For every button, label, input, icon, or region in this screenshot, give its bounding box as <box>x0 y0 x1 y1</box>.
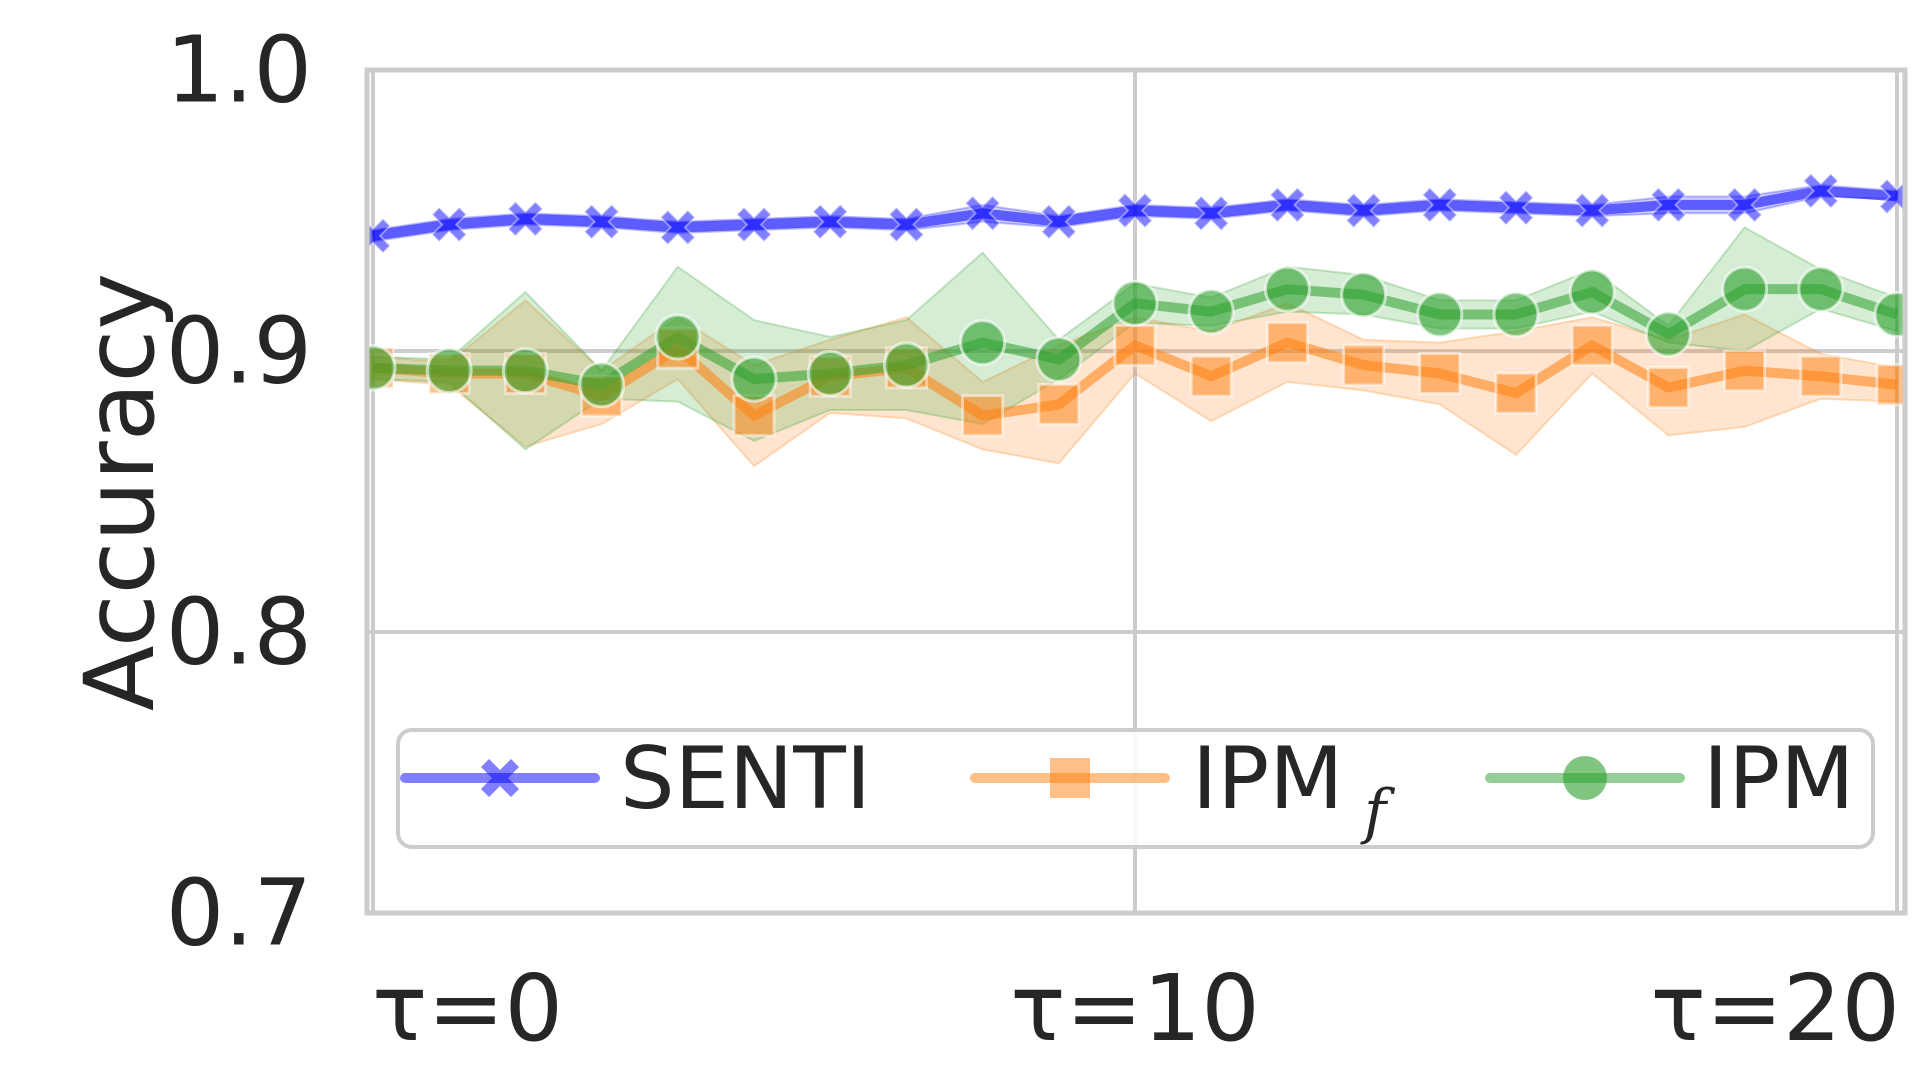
y-tick-label: 0.8 <box>166 579 312 686</box>
point-ipm-2 <box>1644 310 1692 358</box>
x-tick-labels: τ=0 τ=10 τ=20 <box>372 955 1900 1062</box>
point-ipm-f-1 <box>1875 363 1905 407</box>
legend-marker-ipm-icon <box>1563 756 1607 800</box>
point-ipm-f-1 <box>1342 343 1386 387</box>
point-senti-0 <box>735 206 773 243</box>
legend-entry-ipm: IPM <box>1485 729 1854 829</box>
point-senti-0 <box>367 217 392 255</box>
point-ipm-2 <box>654 313 702 361</box>
point-ipm-2 <box>959 319 1007 367</box>
legend-marker-ipm-f-icon <box>1050 758 1090 798</box>
series-markers <box>367 172 1905 438</box>
point-ipm-2 <box>1492 290 1540 338</box>
legend: SENTI IPM f IPM <box>396 728 1875 849</box>
plot-frame <box>364 67 1908 916</box>
point-senti-0 <box>1345 192 1383 229</box>
point-ipm-2 <box>1187 288 1235 336</box>
point-ipm-2 <box>501 347 549 395</box>
point-ipm-f-1 <box>1037 382 1081 426</box>
point-ipm-2 <box>578 361 626 409</box>
point-senti-0 <box>583 203 621 241</box>
point-ipm-2 <box>806 349 854 397</box>
legend-label-senti: SENTI <box>620 729 871 829</box>
point-senti-0 <box>1040 203 1078 241</box>
y-tick-labels: 0.7 0.8 0.9 1.0 <box>166 17 312 967</box>
point-ipm-2 <box>367 344 397 392</box>
point-senti-0 <box>659 208 697 246</box>
point-senti-0 <box>1649 186 1687 224</box>
legend-entry-senti: SENTI <box>400 729 871 829</box>
point-ipm-2 <box>1568 268 1616 316</box>
point-senti-0 <box>964 194 1002 232</box>
point-ipm-f-1 <box>1570 323 1614 367</box>
point-ipm-f-1 <box>1418 351 1462 395</box>
y-tick-label: 1.0 <box>166 17 312 124</box>
point-senti-0 <box>1497 189 1535 227</box>
legend-marker-senti-icon <box>481 759 519 797</box>
point-senti-0 <box>1573 192 1611 229</box>
point-ipm-2 <box>1721 265 1769 313</box>
point-senti-0 <box>430 206 468 243</box>
point-ipm-2 <box>1340 271 1388 319</box>
point-senti-0 <box>1726 186 1764 224</box>
x-tick-label: τ=20 <box>1650 955 1900 1062</box>
point-senti-0 <box>1268 186 1306 224</box>
point-ipm-f-1 <box>1723 349 1767 393</box>
point-senti-0 <box>1421 186 1459 224</box>
point-ipm-f-1 <box>1646 366 1690 410</box>
point-senti-0 <box>1878 178 1905 215</box>
point-ipm-2 <box>730 355 778 403</box>
point-senti-0 <box>887 206 925 243</box>
point-ipm-2 <box>1035 335 1083 383</box>
legend-label-ipm: IPM <box>1703 729 1854 829</box>
point-ipm-f-1 <box>1799 354 1843 398</box>
point-ipm-f-1 <box>1113 323 1157 367</box>
point-ipm-f-1 <box>1189 354 1233 398</box>
point-ipm-2 <box>1263 265 1311 313</box>
point-ipm-f-1 <box>1265 321 1309 365</box>
x-tick-label: τ=10 <box>1010 955 1260 1062</box>
legend-label-ipm-f: IPM <box>1192 729 1343 829</box>
legend-box <box>396 728 1875 849</box>
point-ipm-2 <box>882 341 930 389</box>
point-senti-0 <box>811 203 849 241</box>
point-ipm-2 <box>1797 265 1845 313</box>
y-tick-label: 0.9 <box>166 298 312 405</box>
point-ipm-f-1 <box>961 394 1005 438</box>
point-senti-0 <box>1192 194 1230 232</box>
point-senti-0 <box>1802 172 1840 210</box>
point-senti-0 <box>1116 192 1154 229</box>
point-ipm-f-1 <box>1494 371 1538 415</box>
y-tick-label: 0.7 <box>166 860 312 967</box>
point-ipm-2 <box>425 347 473 395</box>
point-ipm-2 <box>1111 279 1159 327</box>
point-ipm-2 <box>1873 290 1905 338</box>
x-tick-label: τ=0 <box>372 955 563 1062</box>
point-senti-0 <box>506 200 544 238</box>
y-axis-label: Accuracy <box>64 273 176 711</box>
point-ipm-2 <box>1416 290 1464 338</box>
